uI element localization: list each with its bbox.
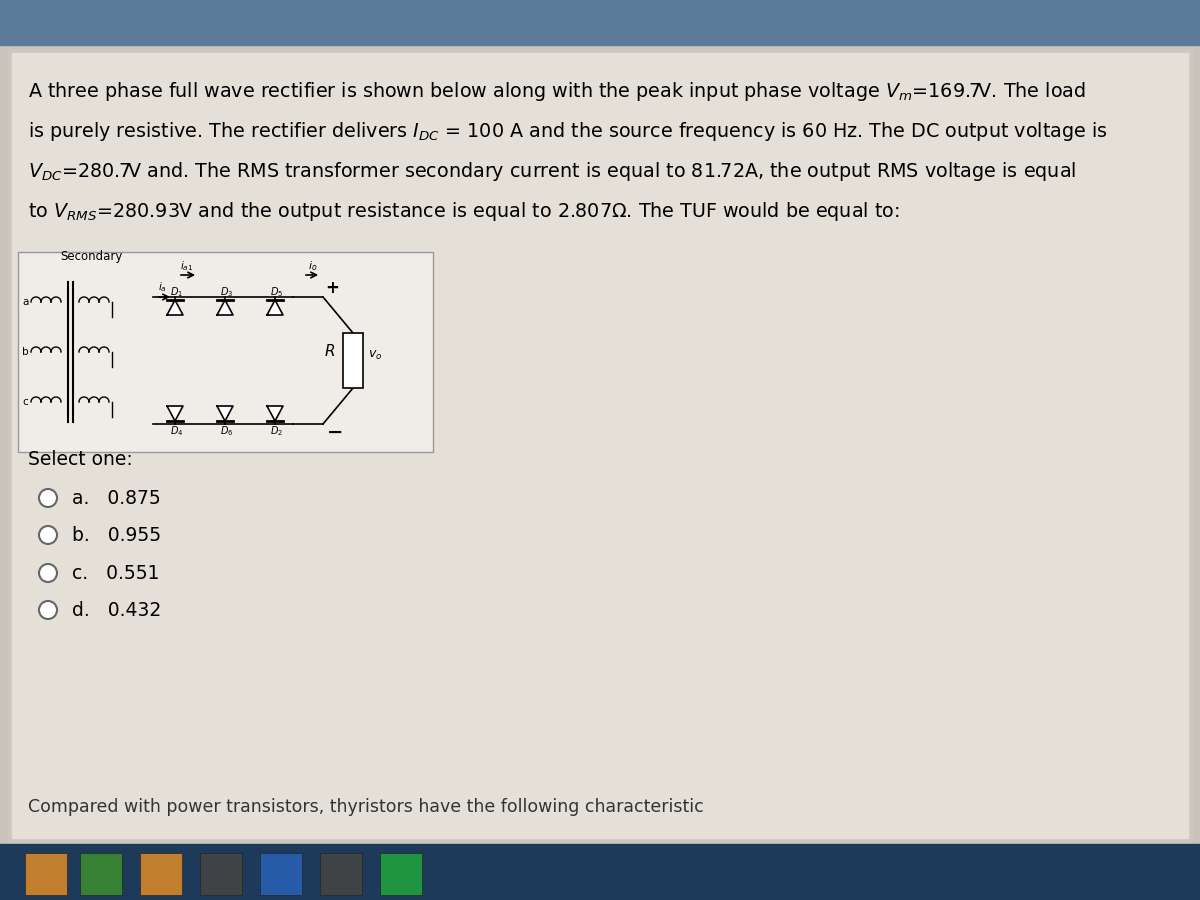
Text: −: −	[326, 423, 343, 442]
Bar	[18, 252, 433, 452]
Bar	[0, 844, 1200, 900]
Polygon shape	[167, 406, 182, 421]
Text: A three phase full wave rectifier is shown below along with the peak input phase: A three phase full wave rectifier is sho…	[28, 80, 1086, 103]
Bar	[0, 0, 1200, 45]
Text: Select one:: Select one:	[28, 450, 133, 469]
Text: +: +	[325, 279, 338, 297]
Bar	[25, 853, 67, 895]
Polygon shape	[266, 406, 283, 421]
Text: b.   0.955: b. 0.955	[72, 526, 161, 545]
Bar	[12, 53, 1188, 838]
Bar	[8, 49, 1192, 842]
Text: a: a	[22, 297, 29, 307]
Text: $D_5$: $D_5$	[270, 285, 283, 299]
Polygon shape	[266, 300, 283, 315]
Text: a.   0.875: a. 0.875	[72, 489, 161, 508]
Text: R: R	[325, 344, 336, 358]
Bar	[320, 853, 362, 895]
Circle shape	[38, 489, 58, 507]
Text: c.   0.551: c. 0.551	[72, 564, 160, 583]
Text: $i_a$: $i_a$	[158, 280, 167, 293]
Text: $D_6$: $D_6$	[220, 424, 233, 437]
Text: d.   0.432: d. 0.432	[72, 601, 161, 620]
Circle shape	[38, 564, 58, 582]
Bar	[200, 853, 242, 895]
Text: $D_4$: $D_4$	[170, 424, 184, 437]
Text: $i_o$: $i_o$	[308, 259, 318, 273]
Text: c: c	[22, 397, 28, 407]
Text: Compared with power transistors, thyristors have the following characteristic: Compared with power transistors, thyrist…	[28, 798, 703, 816]
Text: to $V_{RMS}$=280.93V and the output resistance is equal to 2.807$\Omega$. The TU: to $V_{RMS}$=280.93V and the output resi…	[28, 200, 900, 223]
Circle shape	[38, 601, 58, 619]
Text: b: b	[22, 347, 29, 357]
Bar	[380, 853, 422, 895]
Text: $D_3$: $D_3$	[220, 285, 233, 299]
Bar	[260, 853, 302, 895]
Polygon shape	[217, 406, 233, 421]
Circle shape	[38, 526, 58, 544]
Text: Secondary: Secondary	[60, 250, 122, 263]
Text: $i_{a1}$: $i_{a1}$	[180, 259, 193, 273]
Polygon shape	[167, 300, 182, 315]
Bar	[343, 333, 364, 388]
Text: $v_o$: $v_o$	[368, 348, 383, 362]
Text: $D_1$: $D_1$	[170, 285, 184, 299]
Polygon shape	[217, 300, 233, 315]
Text: is purely resistive. The rectifier delivers $I_{DC}$ = 100 A and the source freq: is purely resistive. The rectifier deliv…	[28, 120, 1108, 143]
Bar	[80, 853, 122, 895]
Text: $V_{DC}$=280.7V and. The RMS transformer secondary current is equal to 81.72A, t: $V_{DC}$=280.7V and. The RMS transformer…	[28, 160, 1076, 183]
Text: $D_2$: $D_2$	[270, 424, 283, 437]
Bar	[140, 853, 182, 895]
